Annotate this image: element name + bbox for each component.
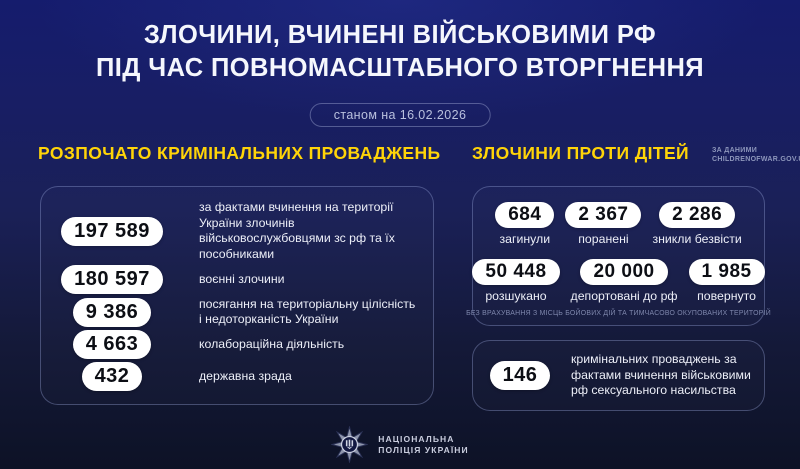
proceedings-card: 197 589 за фактами вчинення на території… xyxy=(40,186,434,405)
footer: НАЦІОНАЛЬНА ПОЛІЦІЯ УКРАЇНИ xyxy=(0,426,800,463)
stat-label-war-crimes: воєнні злочини xyxy=(199,271,285,286)
stat-label-returned: повернуто xyxy=(697,289,756,303)
stat-label-territorial-integrity: посягання на територіальну цілісність і … xyxy=(199,296,416,327)
stat-label-collaboration: колабораційна діяльність xyxy=(199,337,345,351)
stat-deported: 20 000 депортовані до рф xyxy=(571,259,678,303)
stat-value-found: 50 448 xyxy=(472,259,560,285)
children-stats-card: 684 загинули 2 367 поранені 2 286 зникли… xyxy=(466,186,771,326)
stat-missing: 2 286 зникли безвісти xyxy=(652,202,742,246)
page-title-line1: ЗЛОЧИНИ, ВЧИНЕНІ ВІЙСЬКОВИМИ РФ xyxy=(143,21,657,49)
stat-row-collaboration: 4 663 колабораційна діяльність xyxy=(51,330,419,360)
org-name: НАЦІОНАЛЬНА ПОЛІЦІЯ УКРАЇНИ xyxy=(378,434,469,455)
children-stats-row2: 50 448 розшукано 20 000 депортовані до р… xyxy=(472,259,765,303)
section-title-proceedings: РОЗПОЧАТО КРИМІНАЛЬНИХ ПРОВАДЖЕНЬ xyxy=(38,143,441,163)
section-title-children: ЗЛОЧИНИ ПРОТИ ДІТЕЙ xyxy=(472,143,690,163)
stat-value-total: 197 589 xyxy=(61,216,163,246)
children-stats-footnote: БЕЗ ВРАХУВАННЯ З МІСЦЬ БОЙОВИХ ДІЙ ТА ТИ… xyxy=(466,310,771,317)
children-stats-row1: 684 загинули 2 367 поранені 2 286 зникли… xyxy=(479,202,758,246)
stat-returned: 1 985 повернуто xyxy=(688,259,765,303)
stat-label-total: за фактами вчинення на території України… xyxy=(199,200,395,261)
stat-row-territorial-integrity: 9 386 посягання на територіальну цілісні… xyxy=(51,297,419,328)
data-source-note: за даними childrenofwar.gov.ua xyxy=(712,147,800,164)
org-name-line1: НАЦІОНАЛЬНА xyxy=(378,434,455,444)
national-police-badge-icon xyxy=(331,426,369,463)
data-source-prefix: за даними xyxy=(712,147,758,154)
stat-row-war-crimes: 180 597 воєнні злочини xyxy=(51,264,419,294)
stat-row-total: 197 589 за фактами вчинення на території… xyxy=(51,200,419,262)
stat-value-returned: 1 985 xyxy=(688,259,765,285)
page-title: ЗЛОЧИНИ, ВЧИНЕНІ ВІЙСЬКОВИМИ РФ ПІД ЧАС … xyxy=(0,19,800,85)
org-name-line2: ПОЛІЦІЯ УКРАЇНИ xyxy=(378,444,469,455)
stat-value-deported: 20 000 xyxy=(580,259,668,285)
stat-label-killed: загинули xyxy=(499,232,551,246)
stat-value-treason: 432 xyxy=(81,362,143,391)
as-of-date-badge: станом на 16.02.2026 xyxy=(309,103,491,127)
stat-found: 50 448 розшукано xyxy=(472,259,560,303)
stat-label-treason: державна зрада xyxy=(199,368,292,383)
data-source-site: childrenofwar.gov.ua xyxy=(712,155,800,163)
stat-label-sexual-violence: кримінальних проваджень за фактами вчине… xyxy=(571,352,751,398)
page-title-line2: ПІД ЧАС ПОВНОМАСШТАБНОГО ВТОРГНЕННЯ xyxy=(95,54,705,82)
stat-label-found: розшукано xyxy=(485,289,547,303)
stat-label-missing: зникли безвісти xyxy=(652,232,742,246)
stat-value-collaboration: 4 663 xyxy=(72,330,152,360)
stat-label-wounded: поранені xyxy=(578,232,629,246)
stat-value-territorial-integrity: 9 386 xyxy=(72,297,152,327)
stat-value-wounded: 2 367 xyxy=(565,202,642,228)
sexual-violence-card: 146 кримінальних проваджень за фактами в… xyxy=(472,340,765,411)
stat-value-war-crimes: 180 597 xyxy=(61,264,163,294)
stat-label-deported: депортовані до рф xyxy=(570,289,678,303)
stat-killed: 684 загинули xyxy=(495,202,555,246)
stat-wounded: 2 367 поранені xyxy=(565,202,642,246)
stat-row-treason: 432 державна зрада xyxy=(51,362,419,391)
stat-value-killed: 684 xyxy=(495,202,555,228)
stat-value-missing: 2 286 xyxy=(659,202,736,228)
stat-value-sexual-violence: 146 xyxy=(489,361,551,390)
